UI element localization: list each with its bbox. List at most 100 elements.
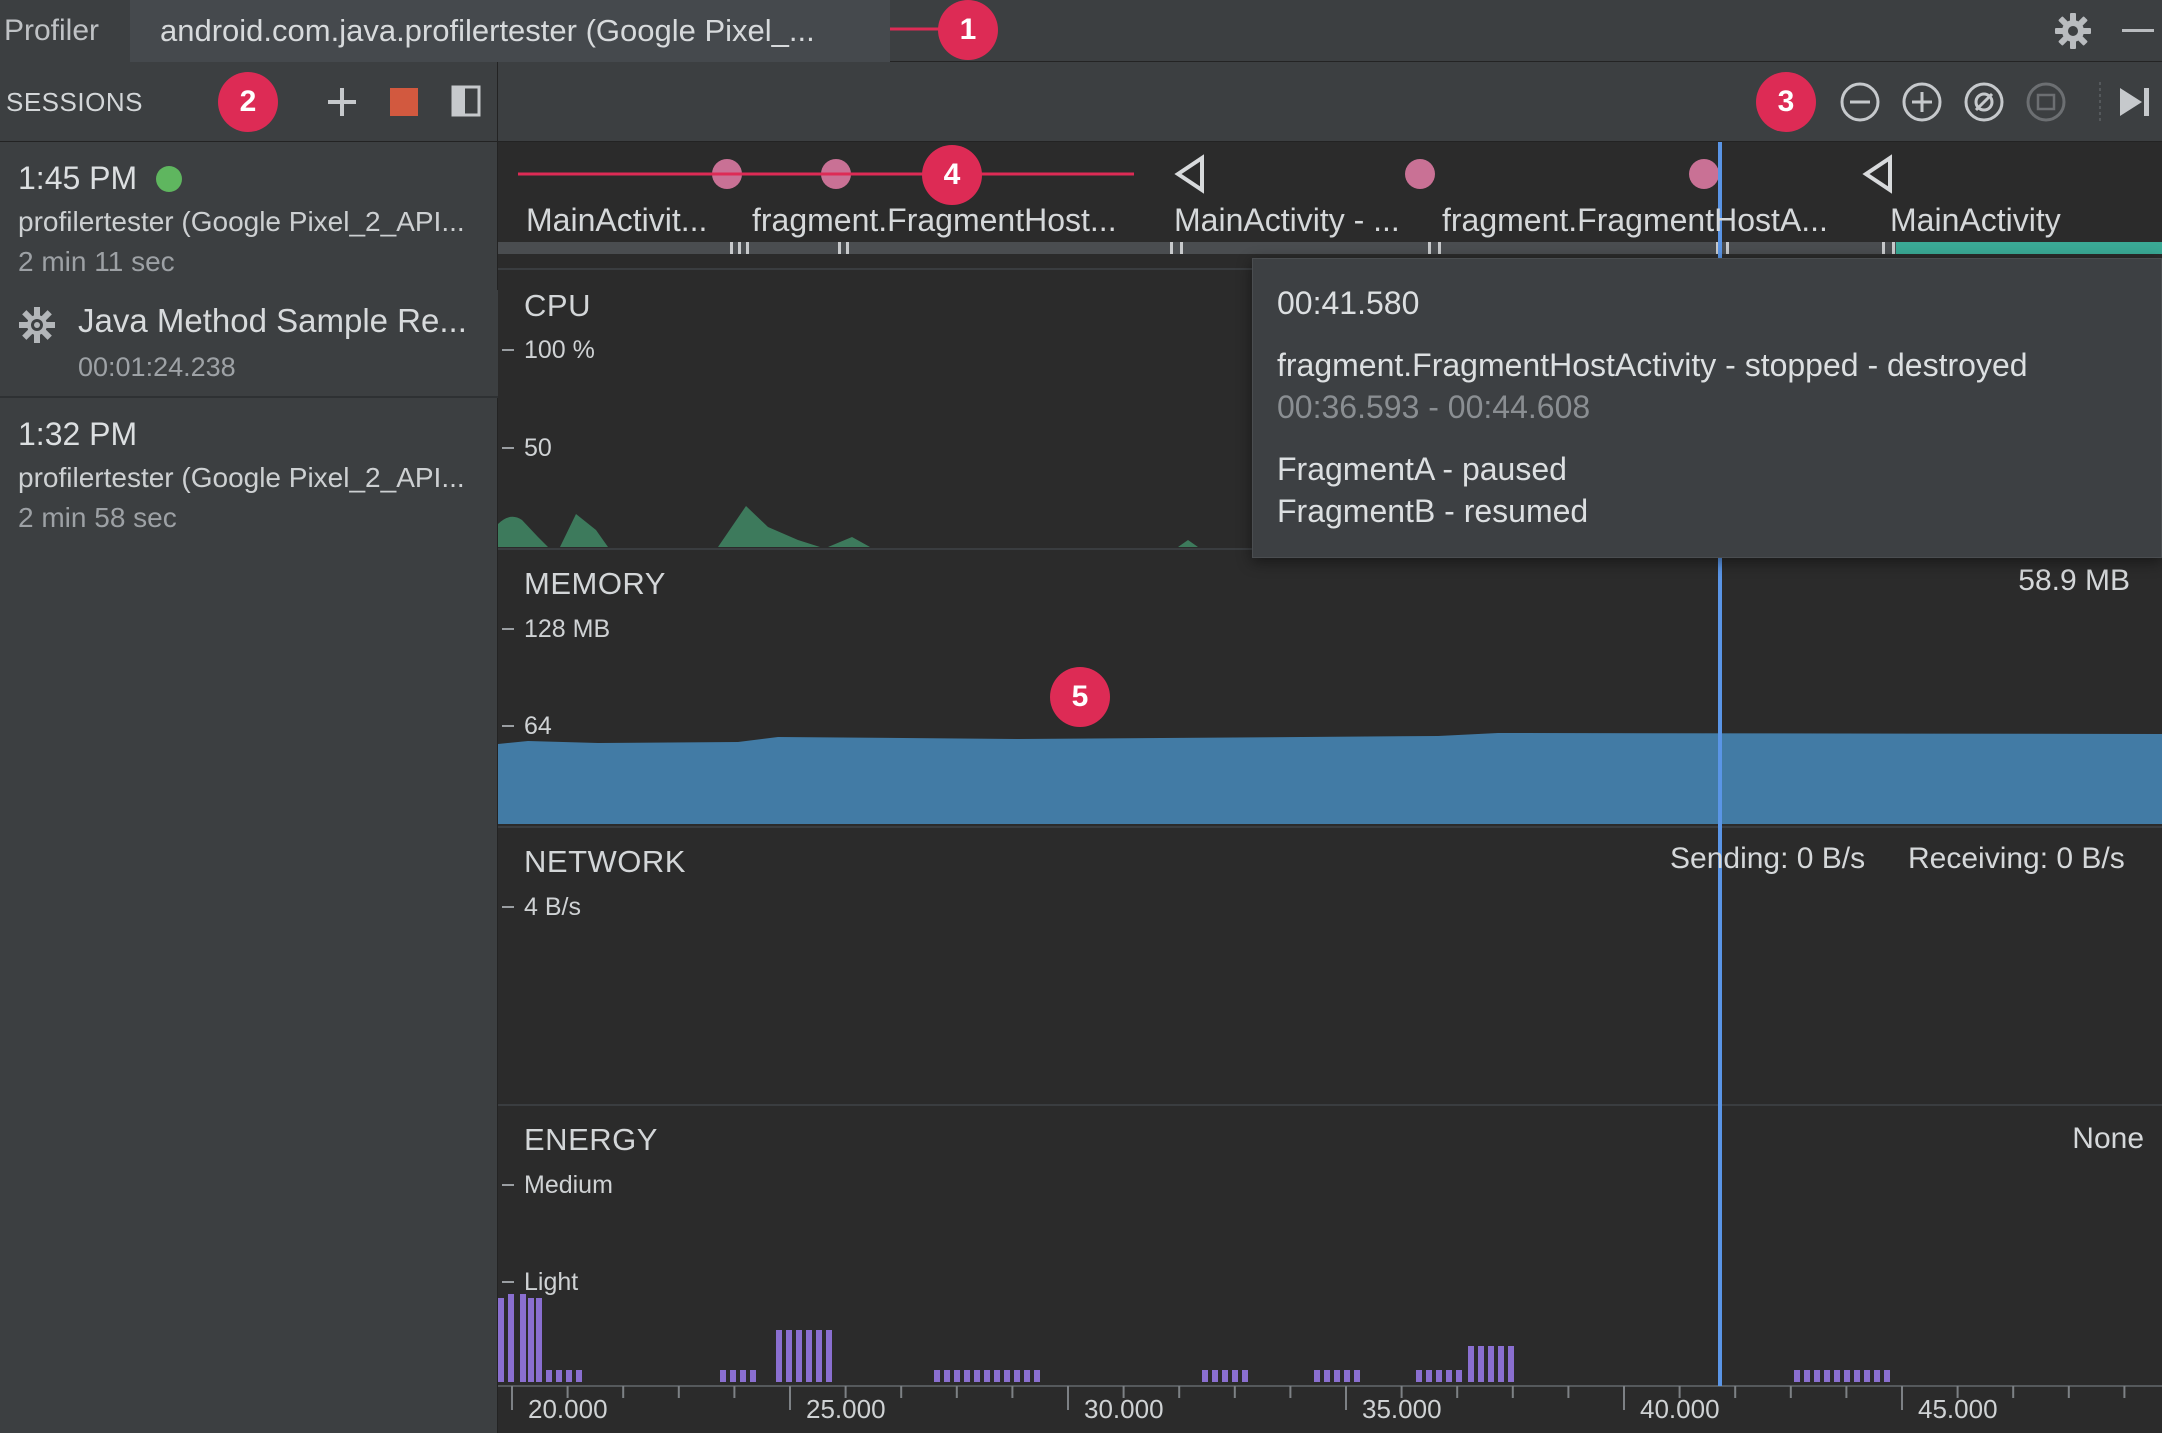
- energy-bar: [796, 1330, 802, 1382]
- energy-bar: [1864, 1370, 1870, 1382]
- session-item[interactable]: 1:45 PM profilertester (Google Pixel_2_A…: [0, 142, 498, 396]
- energy-bar: [730, 1370, 736, 1382]
- energy-bar: [954, 1370, 960, 1382]
- cpu-lane-title[interactable]: CPU: [524, 288, 591, 323]
- energy-bar: [1222, 1370, 1228, 1382]
- energy-current-value: None: [2072, 1122, 2144, 1155]
- activity-label[interactable]: fragment.FragmentHostA...: [1442, 202, 1828, 238]
- energy-bar: [964, 1370, 970, 1382]
- energy-bar: [1498, 1346, 1504, 1382]
- reset-zoom-icon[interactable]: [1962, 80, 2006, 124]
- time-tick-label: 20.000: [528, 1394, 608, 1424]
- activity-track: [498, 242, 2162, 254]
- session-device-name: profilertester (Google Pixel_2_API...: [18, 462, 465, 493]
- energy-bar: [566, 1370, 572, 1382]
- energy-bar: [1456, 1370, 1462, 1382]
- callout-line-1: [890, 27, 940, 31]
- tab-process-session[interactable]: android.com.java.profilertester (Google …: [130, 0, 890, 62]
- event-tooltip: 00:41.580 fragment.FragmentHostActivity …: [1252, 258, 2162, 558]
- energy-bar: [536, 1298, 542, 1382]
- time-tick-label: 35.000: [1362, 1394, 1442, 1424]
- add-session-plus-icon[interactable]: [322, 82, 362, 122]
- activity-label[interactable]: MainActivit...: [526, 202, 708, 238]
- back-navigation-icon: [1862, 154, 1892, 194]
- settings-gear-icon[interactable]: [2050, 8, 2096, 54]
- energy-bar: [1202, 1370, 1208, 1382]
- energy-bar: [1508, 1346, 1514, 1382]
- callout-badge-4: 4: [922, 145, 982, 205]
- energy-bar: [1014, 1370, 1020, 1382]
- activity-label[interactable]: fragment.FragmentHost...: [752, 202, 1117, 238]
- tab-profiler[interactable]: Profiler: [0, 0, 130, 62]
- energy-bar: [826, 1330, 832, 1382]
- network-lane-title[interactable]: NETWORK: [524, 844, 686, 879]
- energy-bar: [1834, 1370, 1840, 1382]
- collapse-sessions-panel-icon[interactable]: [450, 84, 482, 118]
- tooltip-time: 00:41.580: [1277, 285, 1420, 321]
- energy-bar: [1354, 1370, 1360, 1382]
- time-tick-label: 25.000: [806, 1394, 886, 1424]
- capture-artifact-row[interactable]: Java Method Sample Re... 00:01:24.238: [0, 290, 498, 396]
- session-duration: 2 min 11 sec: [18, 246, 175, 277]
- session-divider: [0, 396, 498, 398]
- energy-bar: [1488, 1346, 1494, 1382]
- energy-bar: [720, 1370, 726, 1382]
- energy-bar: [546, 1370, 552, 1382]
- session-item[interactable]: 1:32 PM profilertester (Google Pixel_2_A…: [0, 398, 498, 558]
- session-start-time: 1:32 PM: [18, 416, 138, 452]
- cpu-axis-mid: 50: [524, 434, 552, 462]
- energy-bar: [1468, 1346, 1474, 1382]
- energy-bar: [1874, 1370, 1880, 1382]
- energy-bar: [974, 1370, 980, 1382]
- callout-badge-5: 5: [1050, 667, 1110, 727]
- activity-label[interactable]: MainActivity: [1890, 202, 2061, 238]
- energy-lane-title[interactable]: ENERGY: [524, 1122, 658, 1157]
- energy-bar: [1212, 1370, 1218, 1382]
- energy-bar: [508, 1294, 514, 1382]
- energy-bar: [1314, 1370, 1320, 1382]
- energy-bar: [1794, 1370, 1800, 1382]
- zoom-out-icon[interactable]: [1838, 80, 1882, 124]
- energy-bar: [1034, 1370, 1040, 1382]
- energy-bar: [1426, 1370, 1432, 1382]
- minimize-icon[interactable]: [2118, 8, 2158, 54]
- energy-bar: [1416, 1370, 1422, 1382]
- zoom-to-selection-icon[interactable]: [2024, 80, 2068, 124]
- zoom-in-icon[interactable]: [1900, 80, 1944, 124]
- energy-bar: [556, 1370, 562, 1382]
- energy-bar: [934, 1370, 940, 1382]
- activity-label[interactable]: MainActivity - ...: [1174, 202, 1400, 238]
- energy-bar: [806, 1330, 812, 1382]
- memory-axis-mid: 64: [524, 712, 552, 740]
- energy-bar: [520, 1294, 526, 1382]
- energy-axis-medium: Medium: [524, 1171, 613, 1199]
- time-tick-label: 45.000: [1918, 1394, 1998, 1424]
- session-device-name: profilertester (Google Pixel_2_API...: [18, 206, 465, 237]
- energy-bar: [1232, 1370, 1238, 1382]
- stop-session-icon[interactable]: [390, 88, 418, 116]
- memory-lane-title[interactable]: MEMORY: [524, 566, 666, 601]
- callout-badge-3: 3: [1756, 72, 1816, 132]
- jump-to-live-icon[interactable]: [2112, 80, 2156, 124]
- activity-current-segment: [1896, 242, 2162, 254]
- energy-bar: [1242, 1370, 1248, 1382]
- energy-bar: [776, 1330, 782, 1382]
- tool-window-titlebar: Profiler android.com.java.profilertester…: [0, 0, 2162, 62]
- capture-title: Java Method Sample Re...: [78, 302, 467, 339]
- energy-bar: [1004, 1370, 1010, 1382]
- energy-bar: [750, 1370, 756, 1382]
- energy-bar: [816, 1330, 822, 1382]
- memory-usage-area: [498, 733, 2162, 824]
- energy-bar: [1024, 1370, 1030, 1382]
- timeline-graphics: [498, 142, 2162, 1410]
- callout-badge-1: 1: [938, 0, 998, 60]
- energy-bar: [1446, 1370, 1452, 1382]
- activity-boundary-markers: [730, 242, 1895, 254]
- live-status-dot: [156, 166, 182, 192]
- network-receiving: Receiving: 0 B/s: [1908, 842, 2125, 875]
- cpu-capture-gear-icon: [19, 307, 55, 343]
- energy-bar: [1844, 1370, 1850, 1382]
- energy-bars: [498, 1294, 1890, 1382]
- callout-badge-2: 2: [218, 72, 278, 132]
- energy-bar: [528, 1298, 534, 1382]
